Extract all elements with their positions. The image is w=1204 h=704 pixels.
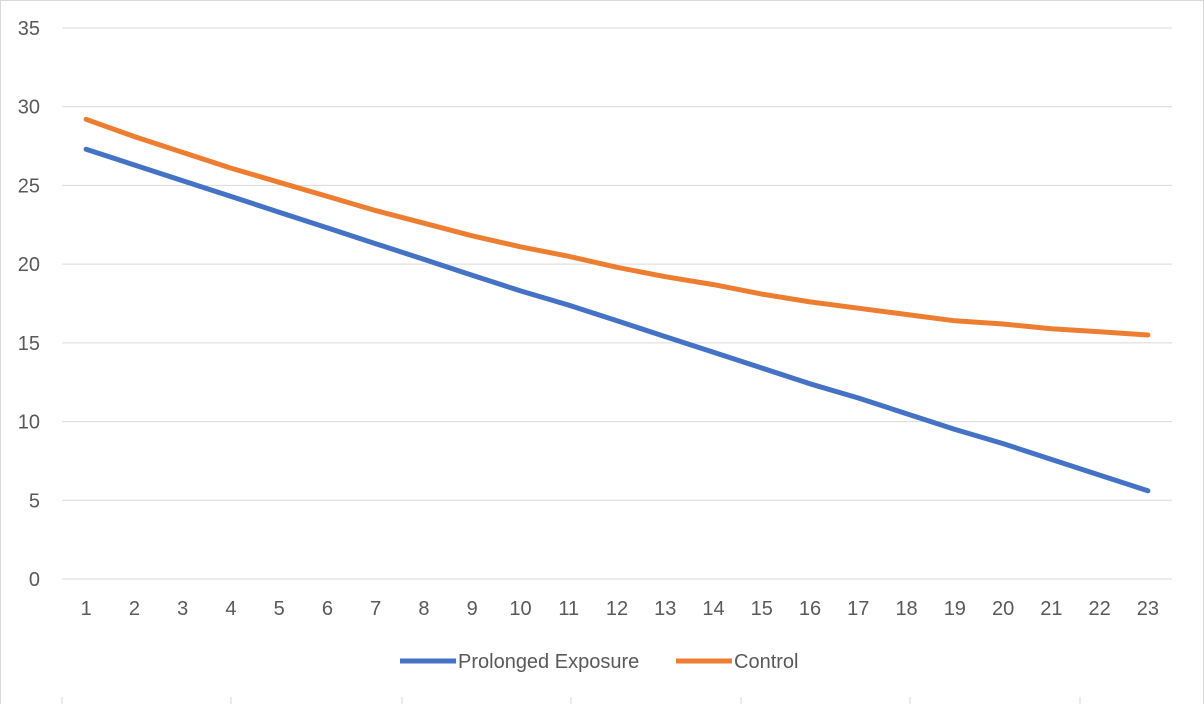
x-tick-label: 15 [751, 598, 773, 620]
x-tick-label: 23 [1137, 598, 1159, 620]
legend: Prolonged Exposure Control [400, 651, 798, 673]
x-tick-label: 22 [1088, 598, 1110, 620]
y-tick-label: 20 [18, 254, 40, 276]
x-tick-label: 19 [944, 598, 966, 620]
x-tick-label: 3 [177, 598, 188, 620]
x-tick-label: 13 [654, 598, 676, 620]
x-tick-label: 14 [702, 598, 724, 620]
x-tick-label: 11 [558, 598, 579, 620]
y-tick-label: 15 [18, 333, 40, 355]
series-line-control [83, 116, 1151, 338]
x-tick-label: 20 [992, 598, 1014, 620]
x-tick-label: 7 [370, 598, 381, 620]
legend-item: Prolonged Exposure [400, 651, 639, 673]
x-tick-label: 16 [799, 598, 821, 620]
x-tick-label: 2 [129, 598, 140, 620]
series-line-prolonged-exposure [83, 146, 1151, 494]
y-tick-label: 35 [18, 18, 40, 40]
x-tick-label: 12 [606, 598, 628, 620]
legend-label: Control [734, 651, 798, 673]
y-axis-tick-labels: 0 5 10 15 20 25 30 35 [18, 18, 40, 591]
x-tick-label: 17 [847, 598, 869, 620]
y-tick-label: 25 [18, 175, 40, 197]
y-tick-label: 5 [29, 490, 40, 512]
x-tick-label: 21 [1040, 598, 1062, 620]
legend-item: Control [676, 651, 798, 673]
x-tick-label: 8 [418, 598, 429, 620]
x-tick-label: 9 [467, 598, 478, 620]
x-axis-tick-labels: 1 2 3 4 5 6 7 8 9 10 11 12 13 14 15 16 17 18 19 20 21 22 23 [81, 598, 1159, 620]
data-series [83, 116, 1151, 494]
y-tick-label: 30 [18, 97, 40, 119]
x-tick-label: 5 [274, 598, 285, 620]
y-tick-label: 10 [18, 412, 40, 434]
x-tick-label: 6 [322, 598, 333, 620]
x-tick-label: 10 [509, 598, 531, 620]
x-tick-label: 4 [225, 598, 236, 620]
x-tick-label: 1 [81, 598, 92, 620]
frame-tick-marks [61, 697, 1081, 704]
gridlines [62, 27, 1172, 580]
y-tick-label: 0 [29, 569, 40, 591]
legend-label: Prolonged Exposure [458, 651, 639, 673]
x-tick-label: 18 [895, 598, 917, 620]
